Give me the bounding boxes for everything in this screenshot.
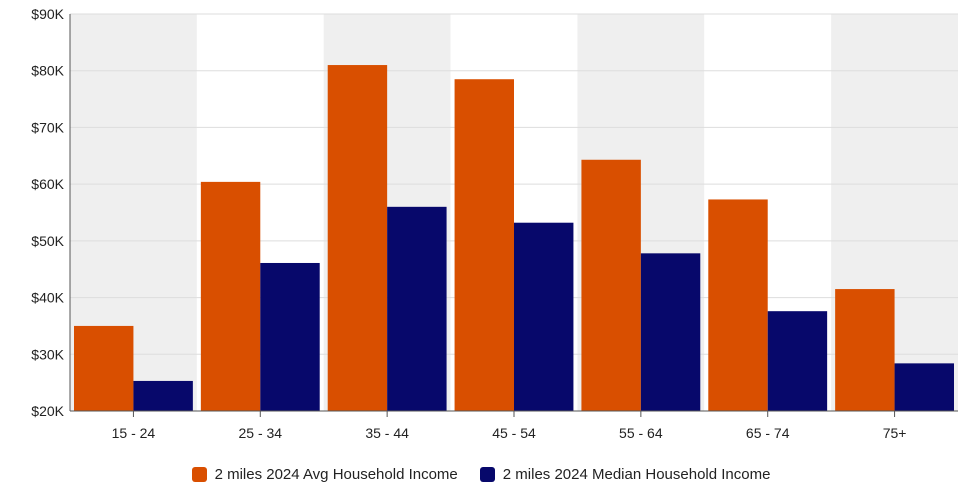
bar-avg-income [708, 199, 768, 411]
bar-median-income [260, 262, 320, 411]
x-tick-label: 15 - 24 [112, 425, 156, 441]
bar-avg-income [327, 65, 388, 412]
x-tick-label: 45 - 54 [492, 425, 536, 441]
bar-median-income [514, 222, 574, 411]
x-tick-label: 35 - 44 [365, 425, 409, 441]
y-axis-labels: $20K $30K $40K $50K $60K $70K $80K $90K [31, 6, 64, 419]
legend-item-avg[interactable]: 2 miles 2024 Avg Household Income [191, 466, 458, 483]
bar-median-income [133, 380, 193, 411]
bar-avg-income [581, 159, 641, 411]
bar-avg-income [454, 79, 514, 411]
bar-median-income [387, 206, 447, 411]
axes [69, 14, 958, 417]
y-tick-label: $30K [31, 346, 64, 362]
legend-label-median: 2 miles 2024 Median Household Income [502, 466, 771, 483]
y-tick-label: $90K [31, 6, 64, 22]
x-tick-label: 25 - 34 [238, 425, 282, 441]
bar-median-income [767, 311, 828, 411]
y-tick-label: $20K [31, 403, 64, 419]
legend: 2 miles 2024 Avg Household Income 2 mile… [0, 466, 962, 483]
bar-median-income [894, 363, 954, 411]
legend-label-avg: 2 miles 2024 Avg Household Income [214, 466, 458, 483]
y-tick-label: $80K [31, 63, 64, 79]
y-tick-label: $60K [31, 176, 64, 192]
bar-avg-income [74, 325, 134, 411]
x-tick-label: 65 - 74 [746, 425, 790, 441]
legend-swatch-median [479, 467, 495, 482]
income-by-age-chart: $20K $30K $40K $50K $60K $70K $80K $90K 15 - 24… [31, 6, 958, 441]
legend-swatch-avg [191, 467, 207, 482]
x-axis-labels: 15 - 24 25 - 34 35 - 44 45 - 54 55 - 64 65 - … [112, 425, 907, 441]
bar-median-income [640, 253, 701, 411]
y-tick-label: $50K [31, 233, 64, 249]
bars [74, 65, 954, 412]
y-tick-label: $70K [31, 119, 64, 135]
bar-avg-income [835, 289, 895, 411]
y-tick-label: $40K [31, 290, 64, 306]
x-tick-label: 55 - 64 [619, 425, 663, 441]
bar-avg-income [200, 181, 261, 411]
legend-item-median[interactable]: 2 miles 2024 Median Household Income [479, 466, 771, 483]
x-tick-label: 75+ [883, 425, 907, 441]
